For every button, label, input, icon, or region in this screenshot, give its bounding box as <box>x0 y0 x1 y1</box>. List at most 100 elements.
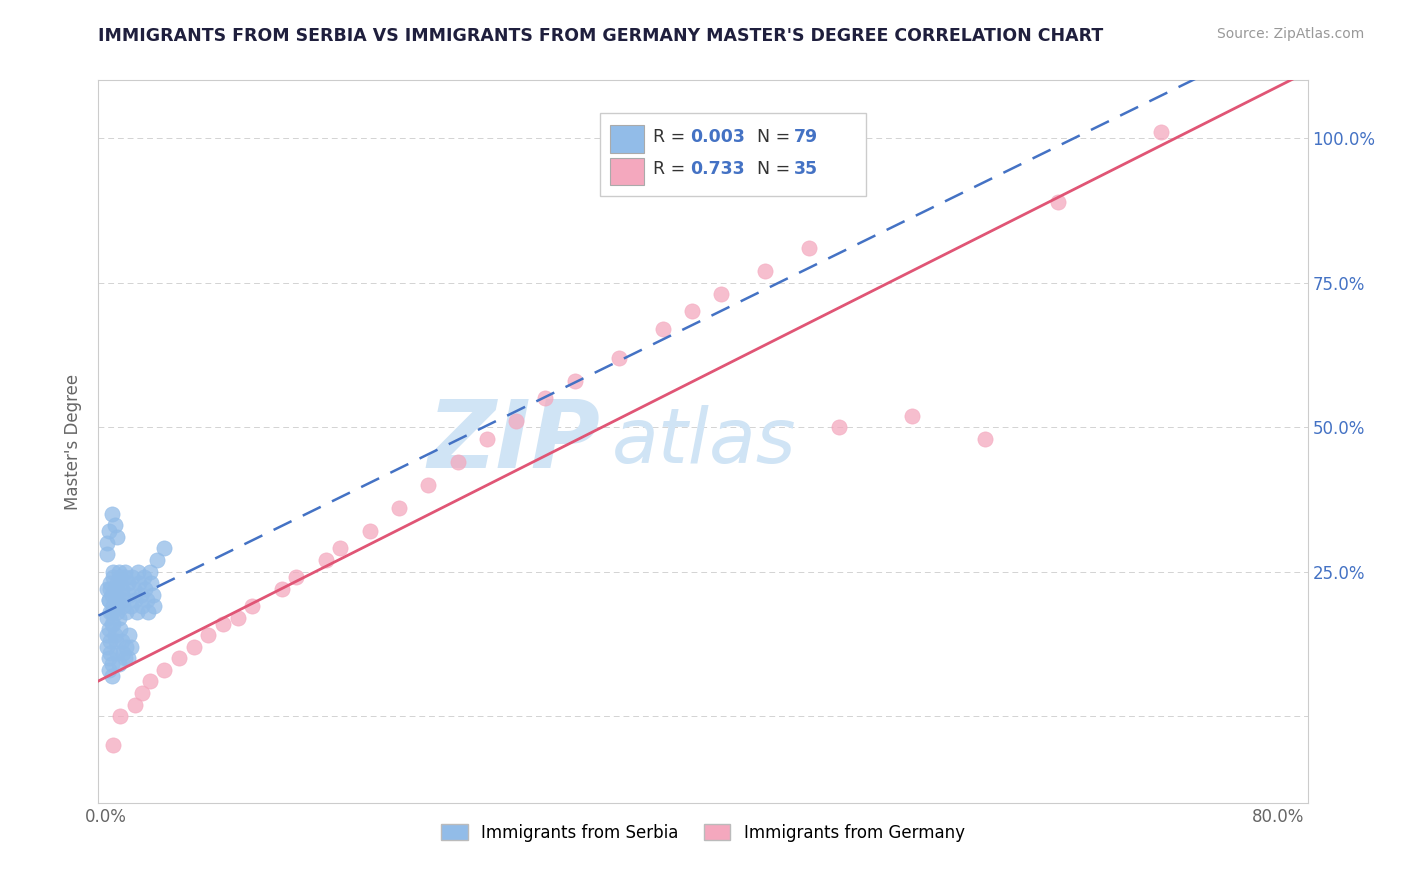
Point <box>153 663 176 677</box>
Point <box>681 304 703 318</box>
Point <box>270 582 292 596</box>
Point <box>197 628 219 642</box>
Text: R =: R = <box>654 128 686 145</box>
Point <box>96 535 118 549</box>
Point <box>124 593 146 607</box>
Point <box>132 570 155 584</box>
Point <box>107 646 129 660</box>
Point <box>100 616 122 631</box>
Point <box>101 570 124 584</box>
Point <box>359 524 381 538</box>
Point <box>564 374 586 388</box>
Point <box>329 541 352 556</box>
Point <box>97 651 120 665</box>
Point <box>475 432 498 446</box>
Point <box>901 409 924 423</box>
Point <box>226 611 249 625</box>
Point <box>98 646 121 660</box>
Point <box>111 582 134 596</box>
Point <box>97 623 120 637</box>
Point <box>107 576 129 591</box>
Point <box>96 582 118 596</box>
Point <box>651 322 673 336</box>
Point <box>183 640 205 654</box>
Point <box>122 582 145 596</box>
Text: IMMIGRANTS FROM SERBIA VS IMMIGRANTS FROM GERMANY MASTER'S DEGREE CORRELATION CH: IMMIGRANTS FROM SERBIA VS IMMIGRANTS FRO… <box>98 27 1104 45</box>
Point <box>108 611 131 625</box>
Point <box>97 524 120 538</box>
Point <box>105 634 128 648</box>
Point <box>97 593 120 607</box>
Point <box>115 640 138 654</box>
Point <box>135 593 157 607</box>
Point <box>107 605 129 619</box>
Point <box>120 599 142 614</box>
Point <box>111 634 134 648</box>
Point <box>103 518 125 533</box>
Point <box>100 507 122 521</box>
Text: atlas: atlas <box>613 405 797 478</box>
Point <box>131 686 153 700</box>
Point <box>114 651 136 665</box>
Point <box>212 616 235 631</box>
Point <box>136 605 159 619</box>
Text: R =: R = <box>654 161 686 178</box>
Point <box>101 616 124 631</box>
Point <box>98 605 121 619</box>
Point <box>138 674 160 689</box>
Point <box>96 547 118 561</box>
Point <box>108 565 131 579</box>
Point <box>1047 194 1070 209</box>
Point <box>111 588 134 602</box>
Point <box>285 570 308 584</box>
Point <box>121 570 143 584</box>
Point <box>101 599 124 614</box>
Point <box>98 634 121 648</box>
Text: 35: 35 <box>793 161 818 178</box>
Point <box>240 599 263 614</box>
Point <box>108 657 131 671</box>
Point <box>100 668 122 682</box>
Point <box>142 588 165 602</box>
Point <box>124 698 146 712</box>
Point <box>388 501 411 516</box>
Text: ZIP: ZIP <box>427 395 600 488</box>
Text: N =: N = <box>758 161 790 178</box>
FancyBboxPatch shape <box>600 112 866 196</box>
Point <box>112 646 135 660</box>
Point <box>146 553 169 567</box>
Point <box>534 391 557 405</box>
Point <box>115 605 138 619</box>
Point <box>114 570 136 584</box>
Text: 0.003: 0.003 <box>690 128 745 145</box>
Y-axis label: Master's Degree: Master's Degree <box>65 374 83 509</box>
Point <box>100 588 122 602</box>
Point <box>1150 125 1173 139</box>
Text: N =: N = <box>758 128 790 145</box>
Legend: Immigrants from Serbia, Immigrants from Germany: Immigrants from Serbia, Immigrants from … <box>434 817 972 848</box>
Point <box>97 593 120 607</box>
Point <box>98 576 121 591</box>
FancyBboxPatch shape <box>610 158 644 185</box>
Point <box>127 565 149 579</box>
Point <box>100 657 122 671</box>
Point <box>112 593 135 607</box>
Point <box>110 623 132 637</box>
Point <box>418 478 440 492</box>
Point <box>125 605 148 619</box>
Point <box>103 588 125 602</box>
Point <box>141 576 163 591</box>
Point <box>117 576 139 591</box>
Point <box>153 541 176 556</box>
Point <box>118 628 141 642</box>
Point <box>827 420 849 434</box>
Point <box>167 651 190 665</box>
Point <box>117 651 139 665</box>
Point <box>710 287 733 301</box>
Point <box>799 241 821 255</box>
Point <box>128 576 150 591</box>
Point <box>103 628 125 642</box>
Point <box>98 582 121 596</box>
Point <box>754 264 776 278</box>
Point <box>138 565 160 579</box>
